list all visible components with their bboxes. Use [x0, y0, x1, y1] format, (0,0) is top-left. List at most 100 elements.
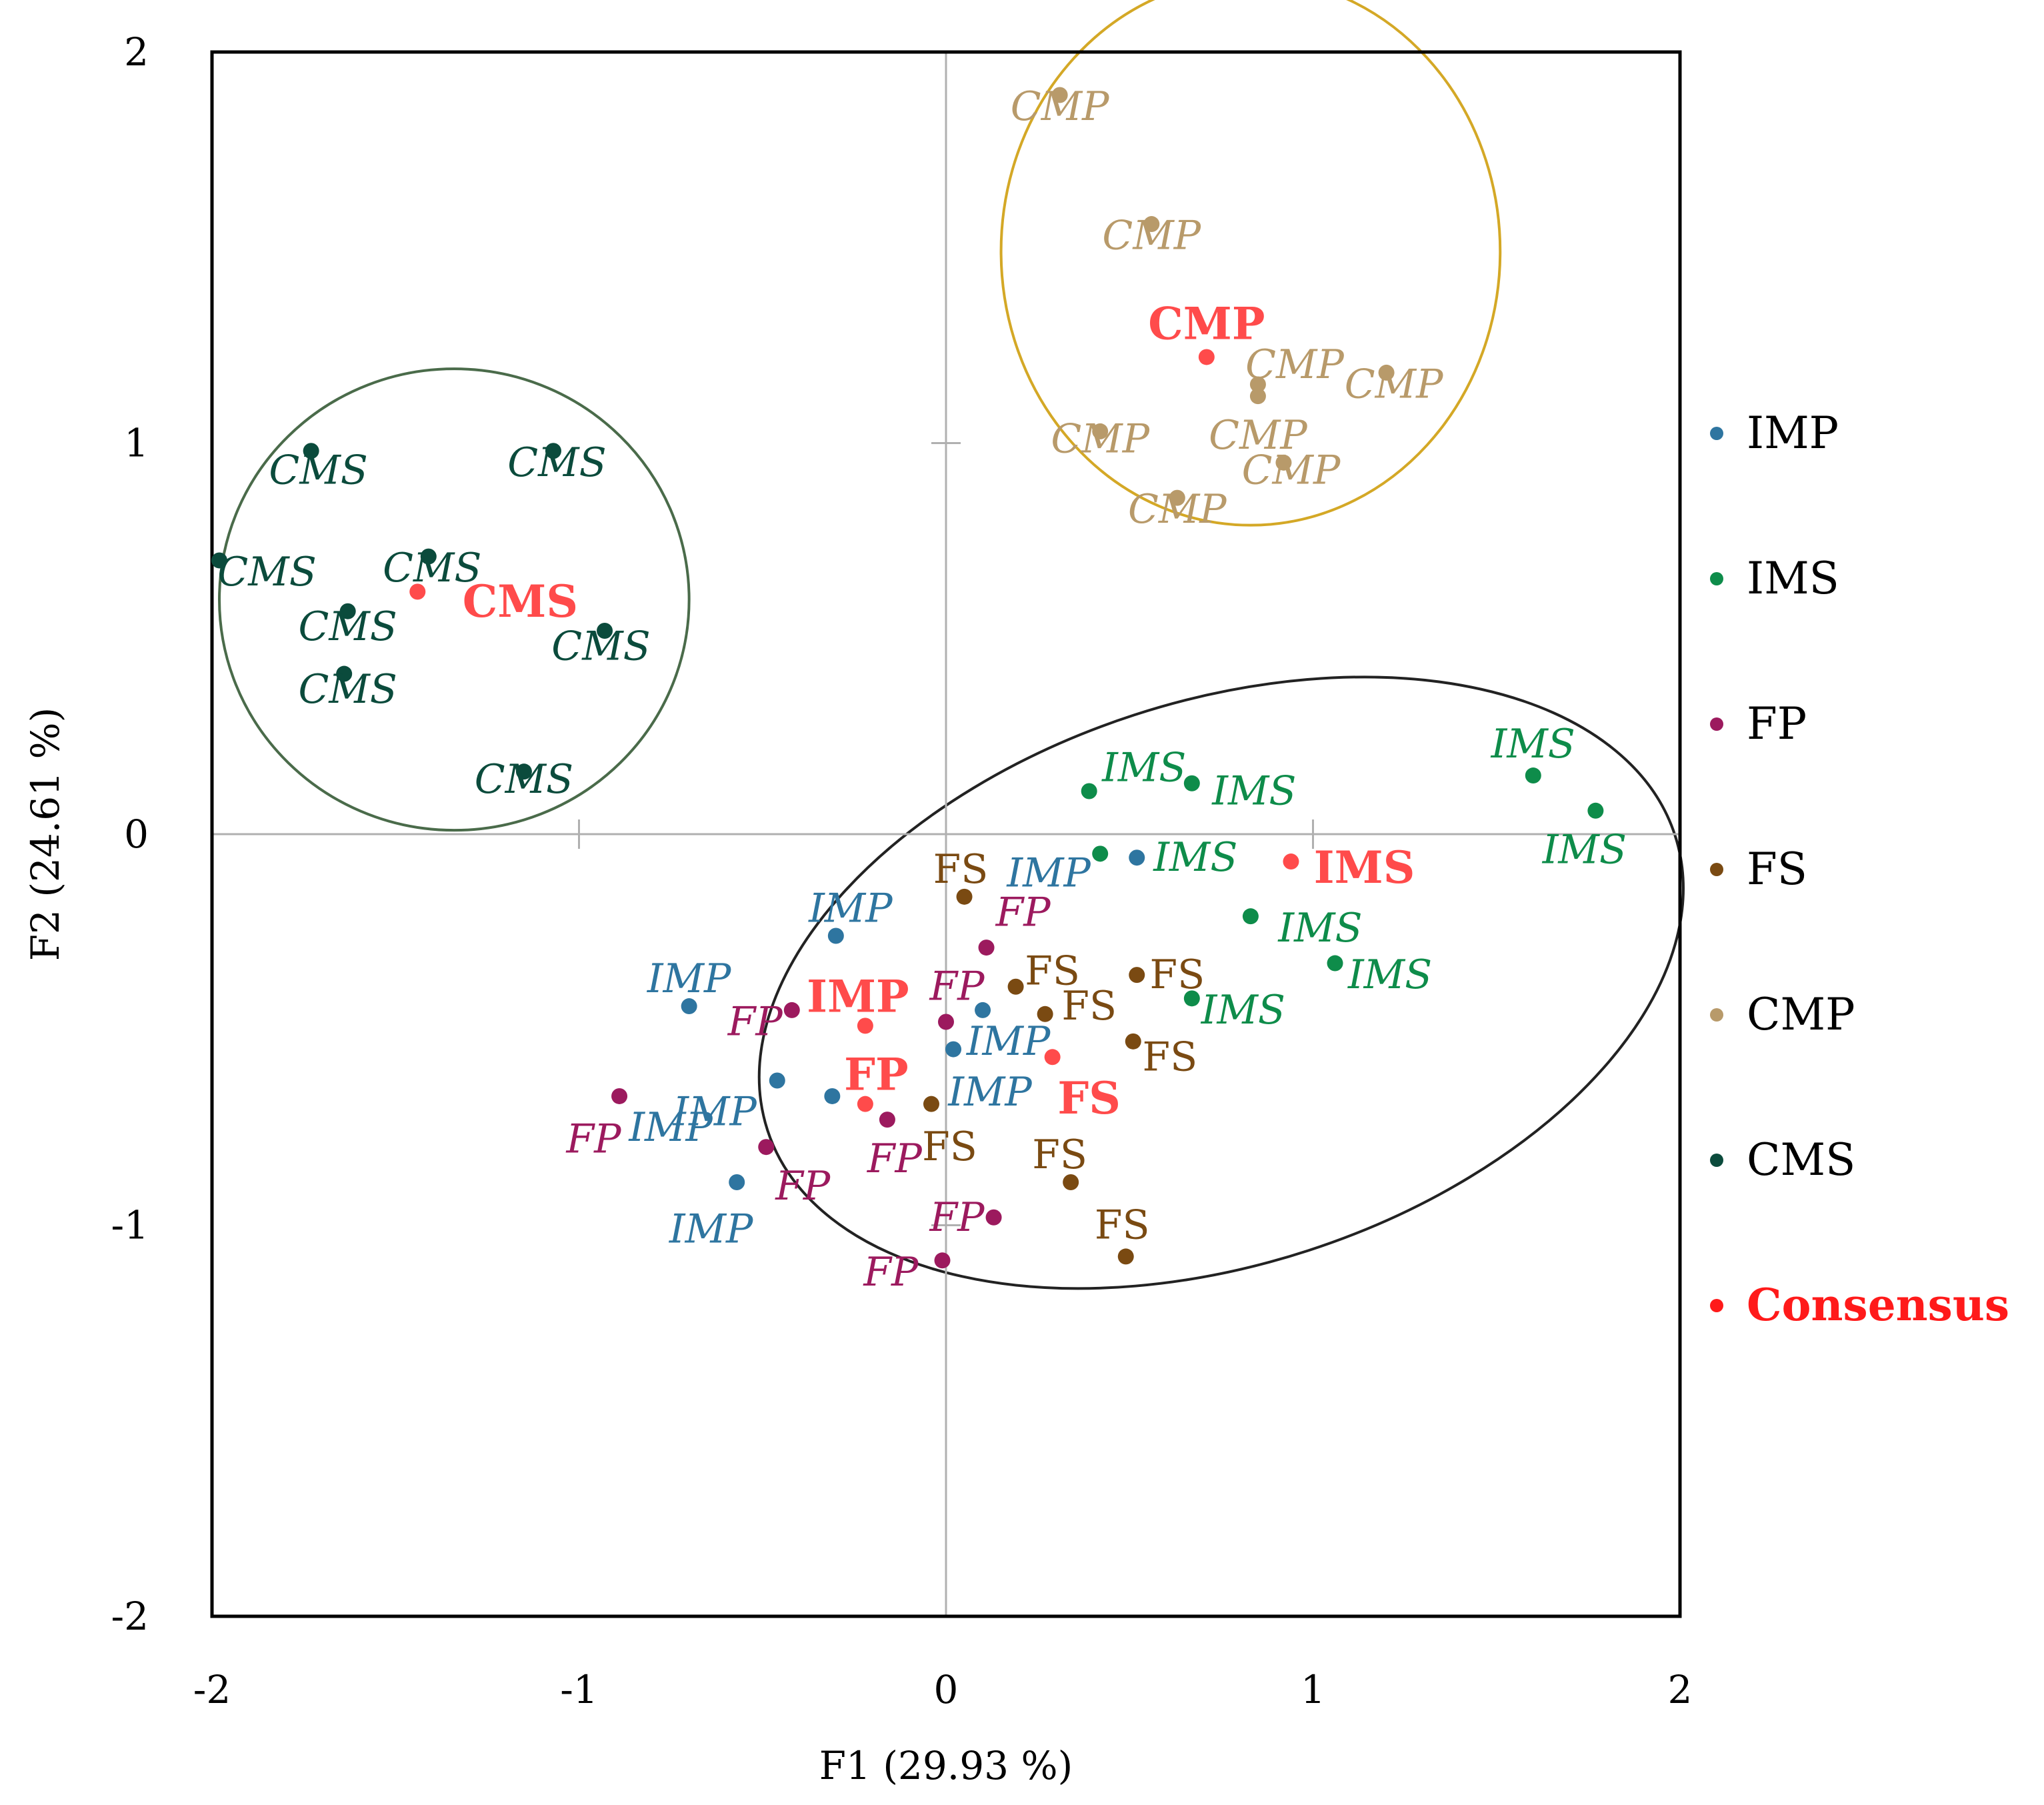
- group-ellipses: [218, 0, 1685, 1290]
- y-tick-label: -2: [111, 1594, 149, 1639]
- point-label-consensus: CMS: [463, 575, 578, 627]
- point-imp: [681, 998, 697, 1015]
- legend-label-cmp: CMP: [1747, 989, 1855, 1040]
- point-cmp: [1051, 87, 1068, 103]
- point-fp: [879, 1112, 895, 1128]
- legend-label-imp: IMP: [1747, 407, 1839, 459]
- legend-marker-imp: [1710, 427, 1723, 440]
- point-ims: [1081, 783, 1097, 799]
- point-fs: [1125, 1033, 1141, 1050]
- point-label-fs: FS: [1095, 1202, 1150, 1249]
- x-tick-label: 0: [934, 1667, 959, 1712]
- point-label-imp: IMP: [628, 1104, 713, 1151]
- x-tick-label: 2: [1668, 1667, 1693, 1712]
- point-label-imp: IMP: [1006, 850, 1091, 897]
- y-tick-label: 2: [124, 29, 149, 75]
- legend-label-fs: FS: [1747, 843, 1807, 895]
- point-label-fs: FS: [933, 846, 989, 893]
- point-consensus: [1044, 1049, 1061, 1066]
- point-label-ims: IMS: [1347, 952, 1432, 998]
- point-label-fp: FP: [995, 889, 1052, 936]
- ellipse-cmp-group: [999, 0, 1502, 527]
- data-points: IMPIMPIMPIMPIMPIMPIMPIMPIMSIMSIMSIMSIMSI…: [211, 83, 1627, 1296]
- point-label-ims: IMS: [1277, 905, 1362, 952]
- point-ims: [1525, 767, 1541, 784]
- point-label-ims: IMS: [1542, 826, 1627, 873]
- x-axis-title: F1 (29.93 %): [819, 1743, 1073, 1788]
- x-tick-label: 1: [1301, 1667, 1325, 1712]
- point-label-fp: FP: [929, 1194, 986, 1241]
- y-tick-label: 1: [124, 421, 149, 466]
- point-label-cms: CMS: [507, 439, 606, 486]
- point-label-ims: IMS: [1491, 721, 1575, 767]
- point-label-consensus: IMS: [1314, 841, 1415, 893]
- point-label-fp: FP: [775, 1163, 831, 1210]
- point-label-consensus: FP: [844, 1049, 909, 1101]
- y-tick-label: -1: [111, 1203, 149, 1248]
- y-tick-labels: 2 1 0 -1 -2: [111, 29, 149, 1639]
- point-consensus: [409, 583, 426, 600]
- point-label-cmp: CMP: [1209, 412, 1308, 459]
- legend-label-cms: CMS: [1747, 1134, 1855, 1186]
- point-fs: [1117, 1248, 1134, 1265]
- point-label-consensus: IMP: [807, 970, 909, 1022]
- legend-marker-fs: [1710, 863, 1723, 876]
- point-label-fp: FP: [727, 999, 784, 1046]
- point-label-imp: IMP: [947, 1069, 1033, 1116]
- point-fs: [1037, 1006, 1053, 1022]
- point-label-imp: IMP: [669, 1206, 754, 1252]
- point-label-fs: FS: [922, 1124, 977, 1170]
- point-fp: [758, 1139, 775, 1156]
- axes: -2 -1 0 1 2 2 1 0 -1 -2 F1 (29.93 %) F2 (24.61 %…: [23, 29, 1692, 1788]
- point-label-cmp: CMP: [1051, 416, 1150, 463]
- point-label-fp: FP: [863, 1249, 919, 1296]
- point-label-fp: FP: [566, 1116, 623, 1162]
- point-label-cmp: CMP: [1245, 341, 1345, 388]
- point-label-cmp: CMP: [1345, 361, 1444, 408]
- point-cmp: [1249, 388, 1266, 405]
- point-label-imp: IMP: [966, 1018, 1051, 1065]
- x-tick-labels: -2 -1 0 1 2: [193, 1667, 1693, 1712]
- point-label-cmp: CMP: [1102, 213, 1201, 259]
- point-label-fs: FS: [1061, 983, 1117, 1030]
- point-ims: [1183, 775, 1200, 791]
- point-label-cms: CMS: [298, 603, 397, 650]
- point-fs: [923, 1096, 939, 1112]
- point-ims: [1587, 802, 1604, 819]
- ellipse-cms-group: [218, 367, 691, 832]
- point-label-cms: CMS: [269, 447, 367, 494]
- point-fp: [938, 1014, 954, 1030]
- point-label-fp: FP: [929, 964, 986, 1010]
- point-cms: [545, 443, 561, 459]
- point-consensus: [857, 1096, 873, 1112]
- point-imp: [975, 1002, 991, 1018]
- point-imp: [824, 1088, 841, 1104]
- point-cms: [597, 623, 613, 639]
- point-cmp: [1143, 216, 1160, 233]
- point-fp: [934, 1252, 951, 1269]
- point-label-ims: IMS: [1101, 744, 1186, 791]
- legend-marker-ims: [1710, 572, 1723, 585]
- point-cmp: [1169, 489, 1185, 506]
- x-tick-label: -2: [193, 1667, 231, 1712]
- point-cms: [339, 603, 356, 619]
- point-cms: [303, 443, 319, 459]
- point-consensus: [1283, 853, 1299, 870]
- point-imp: [827, 928, 844, 944]
- legend-label-consensus: Consensus: [1747, 1279, 2009, 1331]
- point-cms: [211, 552, 228, 569]
- point-label-ims: IMS: [1201, 987, 1285, 1034]
- y-tick-label: 0: [124, 811, 149, 857]
- point-imp: [1129, 849, 1145, 866]
- point-fp: [985, 1209, 1002, 1226]
- legend-label-fp: FP: [1747, 698, 1807, 749]
- y-axis-title: F2 (24.61 %): [23, 707, 68, 961]
- point-ims: [1092, 845, 1109, 862]
- point-cmp: [1275, 454, 1292, 471]
- point-fp: [978, 940, 995, 956]
